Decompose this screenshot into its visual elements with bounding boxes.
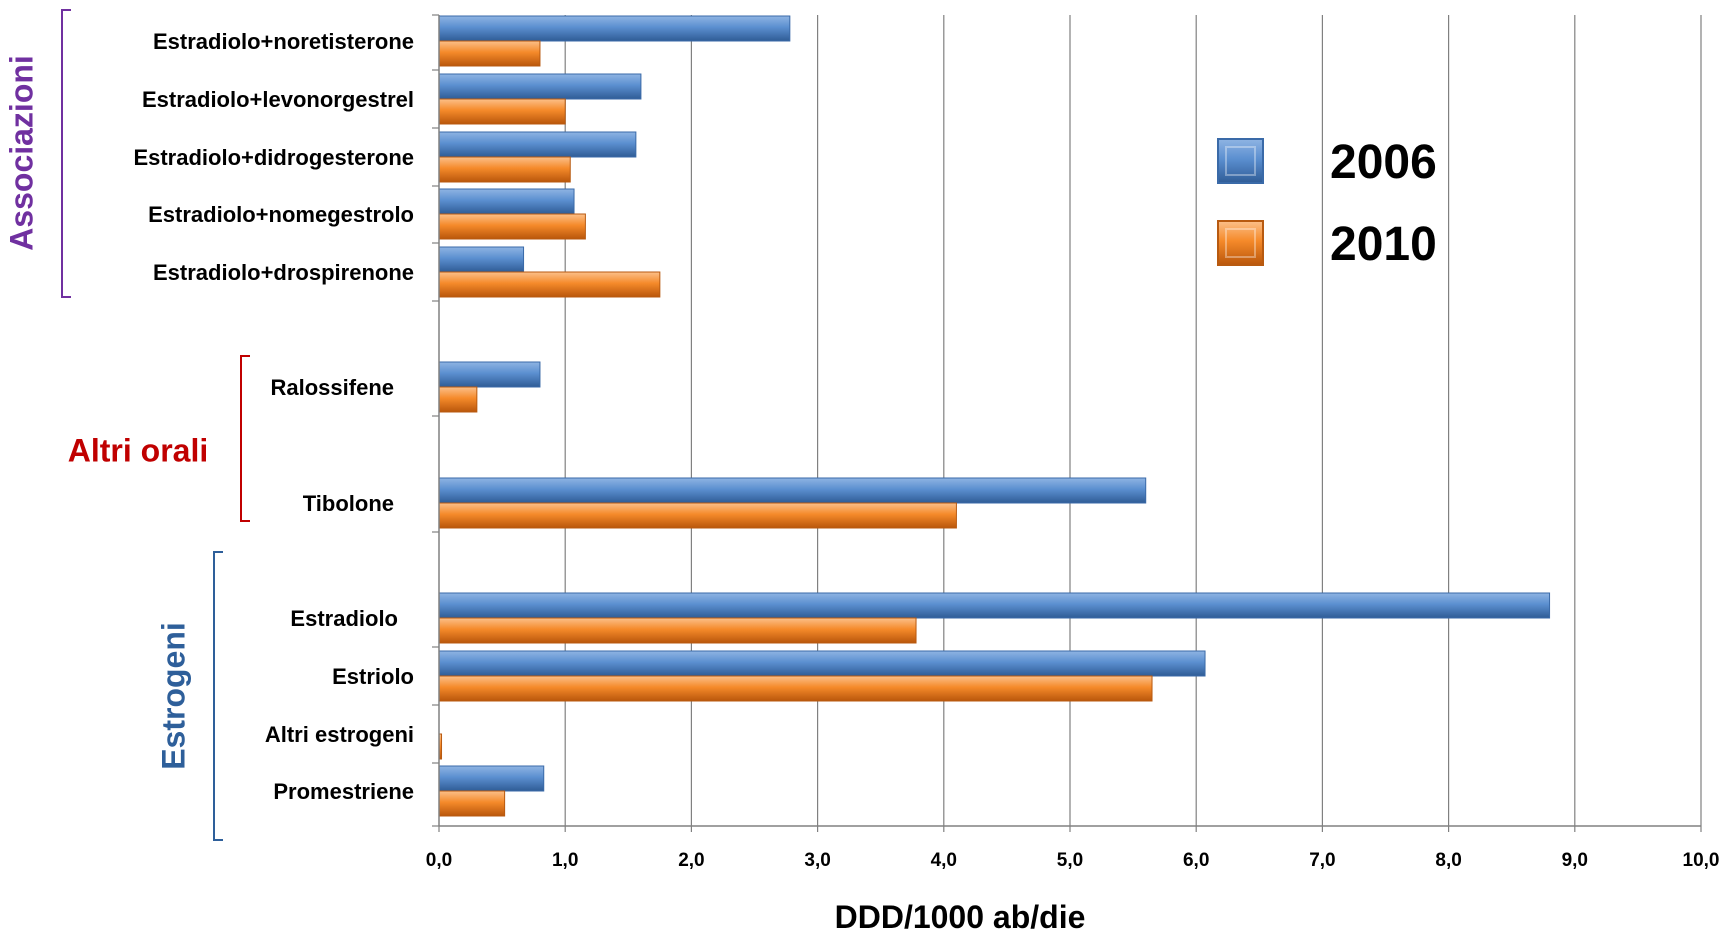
axes [438,15,1701,827]
group-bracket [240,355,250,522]
bar-2010 [438,502,957,529]
x-tick-label: 9,0 [1562,850,1588,871]
bar-2010 [438,156,571,183]
legend-label: 2010 [1330,218,1437,271]
bar-2010 [438,40,541,67]
category-label: Estradiolo+noretisterone [153,29,414,54]
category-label: Estradiolo+levonorgestrel [142,87,414,112]
bar-2010 [438,213,586,240]
bar-2006 [438,765,545,792]
bar-2010 [438,386,478,413]
category-label: Ralossifene [271,375,395,400]
bar-2006 [438,131,637,158]
group-bracket [213,551,223,841]
bar-2010 [438,790,506,817]
bar-2010 [438,617,917,644]
x-tick-label: 7,0 [1309,850,1335,871]
x-tick-label: 6,0 [1183,850,1209,871]
bar-2010 [438,271,661,298]
x-tick-label: 10,0 [1683,850,1720,871]
bar-2006 [438,361,541,388]
category-label: Estriolo [332,664,414,689]
bar-2010 [438,675,1153,702]
bar-2010 [438,98,566,125]
bar-2006 [438,650,1206,677]
x-tick-label: 2,0 [678,850,704,871]
x-tick-label: 5,0 [1057,850,1083,871]
x-tick-label: 8,0 [1435,850,1461,871]
group-bracket [61,9,71,298]
bars [438,15,1551,817]
category-label: Altri estrogeni [265,722,414,747]
group-label: Estrogeni [155,622,191,770]
legend: 2006 2010 [1217,136,1437,271]
x-axis-title: DDD/1000 ab/die [835,899,1086,935]
x-tick-label: 0,0 [426,850,452,871]
category-label: Estradiolo+nomegestrolo [148,202,414,227]
bar-2006 [438,15,791,42]
bar-2006 [438,188,575,215]
legend-swatch-bevel [1225,228,1256,258]
legend-label: 2006 [1330,136,1437,189]
bar-2006 [438,477,1147,504]
legend-swatch-2006 [1217,138,1264,184]
group-labels: Associazioni Altri orali Estrogeni [3,9,250,841]
group-label: Associazioni [3,55,39,251]
x-tick-label: 1,0 [552,850,578,871]
bar-2006 [438,73,642,100]
legend-swatch-2010 [1217,220,1264,266]
category-labels: Estradiolo+noretisterone Estradiolo+levon… [133,29,414,804]
category-label: Estradiolo+drospirenone [153,260,414,285]
category-label: Estradiolo [290,606,398,631]
category-label: Estradiolo+didrogesterone [133,145,414,170]
x-tick-label: 4,0 [931,850,957,871]
category-label: Promestriene [273,779,414,804]
group-label: Altri orali [68,432,208,468]
x-tick-label: 3,0 [804,850,830,871]
legend-swatch-bevel [1225,146,1256,176]
bar-2006 [438,246,525,273]
bar-2006 [438,592,1551,619]
x-tick-labels: 0,0 1,0 2,0 3,0 4,0 5,0 6,0 7,0 8,0 9,0 10,0 [426,850,1720,871]
category-label: Tibolone [303,491,394,516]
